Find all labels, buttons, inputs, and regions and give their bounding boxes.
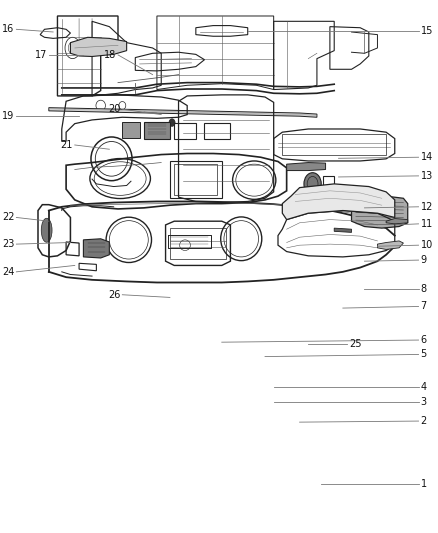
Text: 7: 7 (420, 302, 427, 311)
Text: 15: 15 (420, 26, 433, 36)
Text: 10: 10 (420, 240, 433, 250)
Polygon shape (378, 241, 403, 249)
Text: 21: 21 (60, 140, 73, 150)
Polygon shape (286, 163, 325, 171)
Text: 4: 4 (420, 383, 427, 392)
Text: 14: 14 (420, 152, 433, 162)
Polygon shape (49, 108, 317, 117)
Text: 3: 3 (420, 397, 427, 407)
Text: 8: 8 (420, 285, 427, 294)
Ellipse shape (41, 219, 52, 242)
Text: 22: 22 (2, 213, 14, 222)
Text: 17: 17 (35, 50, 47, 60)
Text: 6: 6 (420, 335, 427, 345)
Ellipse shape (304, 173, 321, 195)
Polygon shape (71, 37, 127, 56)
Polygon shape (283, 184, 395, 220)
Text: 20: 20 (108, 104, 120, 114)
Polygon shape (122, 122, 140, 138)
Text: 9: 9 (420, 255, 427, 265)
Text: 1: 1 (420, 479, 427, 489)
Text: 25: 25 (349, 339, 362, 349)
Polygon shape (144, 122, 170, 139)
Polygon shape (83, 239, 110, 258)
Text: 13: 13 (420, 171, 433, 181)
Text: 12: 12 (420, 202, 433, 212)
Ellipse shape (169, 119, 175, 126)
Text: 24: 24 (2, 267, 14, 277)
Text: 19: 19 (2, 111, 14, 121)
Text: 5: 5 (420, 350, 427, 359)
Polygon shape (386, 219, 408, 224)
Text: 23: 23 (2, 239, 14, 249)
Polygon shape (334, 228, 352, 232)
Text: 26: 26 (108, 290, 120, 300)
Text: 2: 2 (420, 416, 427, 426)
Text: 18: 18 (104, 50, 116, 60)
Text: 11: 11 (420, 219, 433, 229)
Text: 16: 16 (2, 25, 14, 34)
Polygon shape (352, 196, 408, 228)
